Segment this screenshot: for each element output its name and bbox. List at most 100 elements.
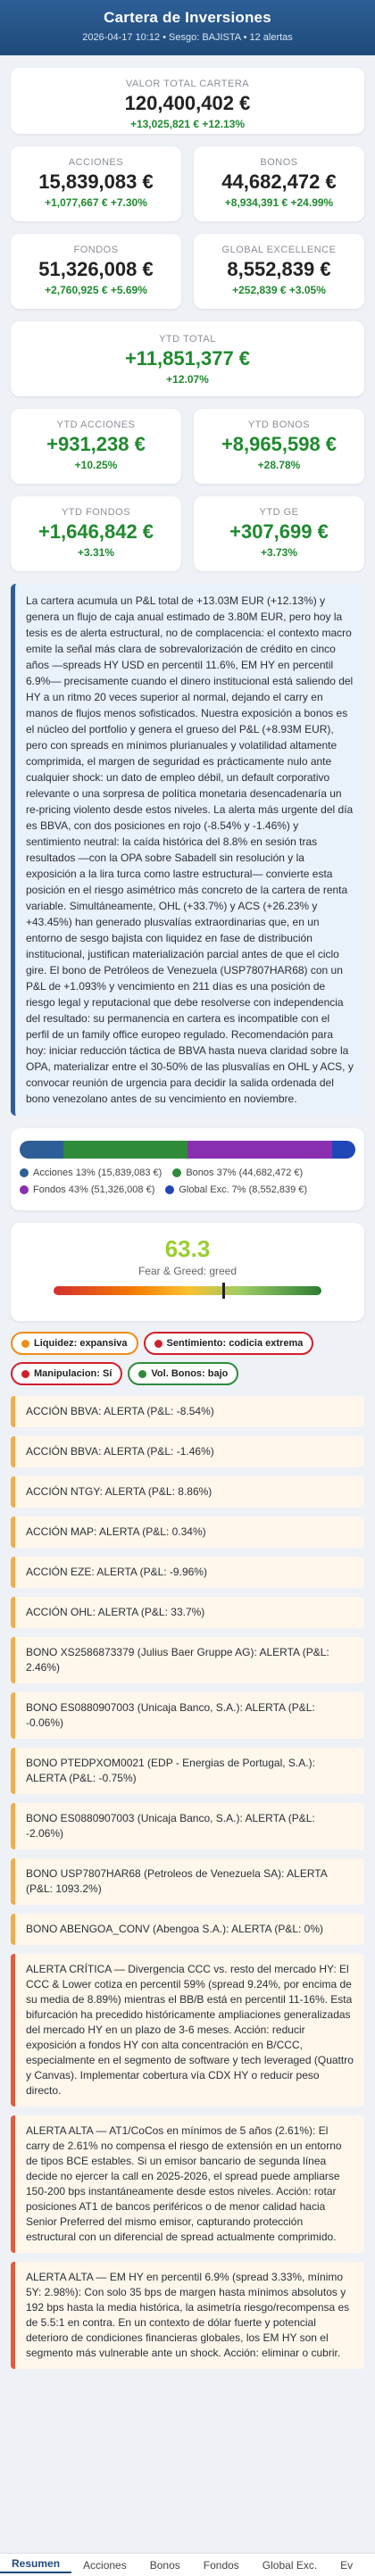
ytd-card-bonos: YTD BONOS +8,965,598 € +28.78% — [194, 409, 364, 484]
alert-item[interactable]: BONO USP7807HAR68 (Petroleos de Venezuel… — [11, 1858, 364, 1905]
nav-tab-bonos[interactable]: Bonos — [149, 2558, 180, 2572]
segment-change: +252,839 € +3.05% — [232, 284, 326, 296]
fear-greed-marker — [221, 1283, 225, 1299]
ytd-value: +307,699 € — [229, 520, 329, 543]
ytd-total-card: YTD TOTAL +11,851,377 € +12.07% — [11, 321, 364, 396]
legend-item: Acciones 13% (15,839,083 €) — [20, 1168, 162, 1178]
nav-tab-global[interactable]: Global Exc. — [262, 2558, 318, 2572]
tag-dot — [21, 1369, 29, 1378]
segment-grid: ACCIONES 15,839,083 € +1,077,667 € +7.30… — [11, 146, 364, 309]
ytd-label: YTD FONDOS — [61, 507, 131, 518]
segment-value: 15,839,083 € — [38, 170, 154, 193]
alert-item[interactable]: BONO XS2586873379 (Julius Baer Gruppe AG… — [11, 1637, 364, 1683]
tag-liquidez: Liquidez: expansiva — [11, 1332, 138, 1355]
segment-value: 44,682,472 € — [221, 170, 337, 193]
fear-greed-value: 63.3 — [164, 1235, 211, 1262]
segment-label: GLOBAL EXCELLENCE — [221, 245, 337, 255]
tag-sentimiento: Sentimiento: codicia extrema — [143, 1332, 314, 1355]
nav-tab-resumen[interactable]: Resumen — [0, 2557, 72, 2573]
tag-vol-bonos: Vol. Bonos: bajo — [128, 1362, 239, 1385]
header-subtitle: 2026-04-17 10:12 • Sesgo: BAJISTA • 12 a… — [82, 32, 293, 43]
segment-label: ACCIONES — [68, 157, 124, 168]
alert-item[interactable]: ACCIÓN EZE: ALERTA (P&L: -9.96%) — [11, 1557, 364, 1588]
legend-label: Fondos 43% (51,326,008 €) — [33, 1184, 155, 1195]
market-tags: Liquidez: expansiva Sentimiento: codicia… — [11, 1332, 364, 1392]
alert-item[interactable]: BONO ES0880907003 (Unicaja Banco, S.A.):… — [11, 1803, 364, 1849]
main-content: VALOR TOTAL CARTERA 120,400,402 € +13,02… — [0, 55, 375, 2369]
alert-item[interactable]: ALERTA ALTA — EM HY en percentil 6.9% (s… — [11, 2262, 364, 2369]
fear-greed-label: Fear & Greed: greed — [138, 1265, 238, 1277]
total-value-card: VALOR TOTAL CARTERA 120,400,402 € +13,02… — [11, 68, 364, 134]
ytd-label: YTD GE — [259, 507, 299, 518]
nav-tab-fondos[interactable]: Fondos — [203, 2558, 239, 2572]
ytd-total-pct: +12.07% — [166, 373, 209, 386]
ytd-pct: +28.78% — [257, 459, 301, 471]
nav-tab-ev[interactable]: Ev — [340, 2558, 354, 2572]
app-header: Cartera de Inversiones 2026-04-17 10:12 … — [0, 0, 375, 55]
legend-item: Fondos 43% (51,326,008 €) — [20, 1184, 154, 1195]
ytd-card-acciones: YTD ACCIONES +931,238 € +10.25% — [11, 409, 181, 484]
allocation-segment-acciones — [20, 1141, 63, 1159]
alert-item[interactable]: BONO PTEDPXOM0021 (EDP - Energias de Por… — [11, 1748, 364, 1794]
allocation-bar — [20, 1141, 355, 1159]
tag-dot — [21, 1339, 29, 1348]
ytd-pct: +3.31% — [77, 546, 115, 559]
legend-dot — [172, 1168, 182, 1177]
ytd-value: +931,238 € — [46, 433, 146, 455]
alert-item[interactable]: BONO ES0880907003 (Unicaja Banco, S.A.):… — [11, 1692, 364, 1739]
legend-label: Bonos 37% (44,682,472 €) — [186, 1168, 304, 1178]
total-change: +13,025,821 € +12.13% — [129, 118, 246, 130]
ytd-total-label: YTD TOTAL — [159, 334, 216, 345]
allocation-card: Acciones 13% (15,839,083 €) Bonos 37% (4… — [11, 1128, 364, 1210]
ytd-card-fondos: YTD FONDOS +1,646,842 € +3.31% — [11, 496, 181, 571]
ytd-pct: +10.25% — [74, 459, 118, 471]
segment-card-acciones[interactable]: ACCIONES 15,839,083 € +1,077,667 € +7.30… — [11, 146, 181, 221]
ytd-value: +8,965,598 € — [221, 433, 338, 455]
segment-change: +1,077,667 € +7.30% — [45, 196, 147, 209]
tag-dot — [154, 1339, 162, 1348]
legend-dot — [20, 1185, 29, 1194]
alert-item[interactable]: ACCIÓN OHL: ALERTA (P&L: 33.7%) — [11, 1597, 364, 1628]
allocation-segment-fondos — [187, 1141, 332, 1159]
legend-label: Global Exc. 7% (8,552,839 €) — [179, 1184, 308, 1195]
alert-item[interactable]: ACCIÓN MAP: ALERTA (P&L: 0.34%) — [11, 1517, 364, 1548]
segment-card-fondos[interactable]: FONDOS 51,326,008 € +2,760,925 € +5.69% — [11, 234, 181, 309]
legend-item: Global Exc. 7% (8,552,839 €) — [165, 1184, 307, 1195]
segment-value: 51,326,008 € — [38, 258, 154, 280]
analysis-text: La cartera acumula un P&L total de +13.0… — [11, 584, 364, 1116]
alert-item[interactable]: BONO ABENGOA_CONV (Abengoa S.A.): ALERTA… — [11, 1914, 364, 1945]
tag-manipulacion: Manipulacion: Sí — [11, 1362, 123, 1385]
nav-tab-acciones[interactable]: Acciones — [83, 2558, 127, 2572]
legend-dot — [165, 1185, 175, 1194]
legend-label: Acciones 13% (15,839,083 €) — [33, 1168, 162, 1178]
alert-item[interactable]: ALERTA ALTA — AT1/CoCos en mínimos de 5 … — [11, 2115, 364, 2253]
ytd-value: +1,646,842 € — [38, 520, 154, 543]
allocation-segment-global — [331, 1141, 355, 1159]
segment-card-global-excellence[interactable]: GLOBAL EXCELLENCE 8,552,839 € +252,839 €… — [194, 234, 364, 309]
ytd-pct: +3.73% — [260, 546, 298, 559]
alerts-list: ACCIÓN BBVA: ALERTA (P&L: -8.54%) ACCIÓN… — [11, 1396, 364, 2369]
segment-card-bonos[interactable]: BONOS 44,682,472 € +8,934,391 € +24.99% — [194, 146, 364, 221]
legend-item: Bonos 37% (44,682,472 €) — [172, 1168, 303, 1178]
alert-item[interactable]: ALERTA CRÍTICA — Divergencia CCC vs. res… — [11, 1954, 364, 2107]
allocation-segment-bonos — [62, 1141, 188, 1159]
alert-item[interactable]: ACCIÓN BBVA: ALERTA (P&L: -1.46%) — [11, 1436, 364, 1467]
segment-label: FONDOS — [73, 245, 119, 255]
segment-label: BONOS — [260, 157, 298, 168]
fear-greed-card: 63.3 Fear & Greed: greed — [11, 1223, 364, 1321]
segment-change: +2,760,925 € +5.69% — [45, 284, 147, 296]
segment-value: 8,552,839 € — [227, 258, 331, 280]
ytd-card-ge: YTD GE +307,699 € +3.73% — [194, 496, 364, 571]
tag-label: Vol. Bonos: bajo — [151, 1368, 229, 1379]
ytd-grid: YTD ACCIONES +931,238 € +10.25% YTD BONO… — [11, 409, 364, 571]
alert-item[interactable]: ACCIÓN BBVA: ALERTA (P&L: -8.54%) — [11, 1396, 364, 1427]
total-value-label: VALOR TOTAL CARTERA — [125, 79, 250, 89]
segment-change: +8,934,391 € +24.99% — [224, 196, 334, 209]
alert-item[interactable]: ACCIÓN NTGY: ALERTA (P&L: 8.86%) — [11, 1476, 364, 1508]
total-value: 120,400,402 € — [124, 92, 251, 114]
ytd-total-value: +11,851,377 € — [124, 347, 251, 370]
legend-dot — [20, 1168, 29, 1177]
tag-label: Manipulacion: Sí — [34, 1368, 112, 1379]
fear-greed-gauge — [54, 1283, 321, 1299]
tag-dot — [138, 1369, 147, 1378]
